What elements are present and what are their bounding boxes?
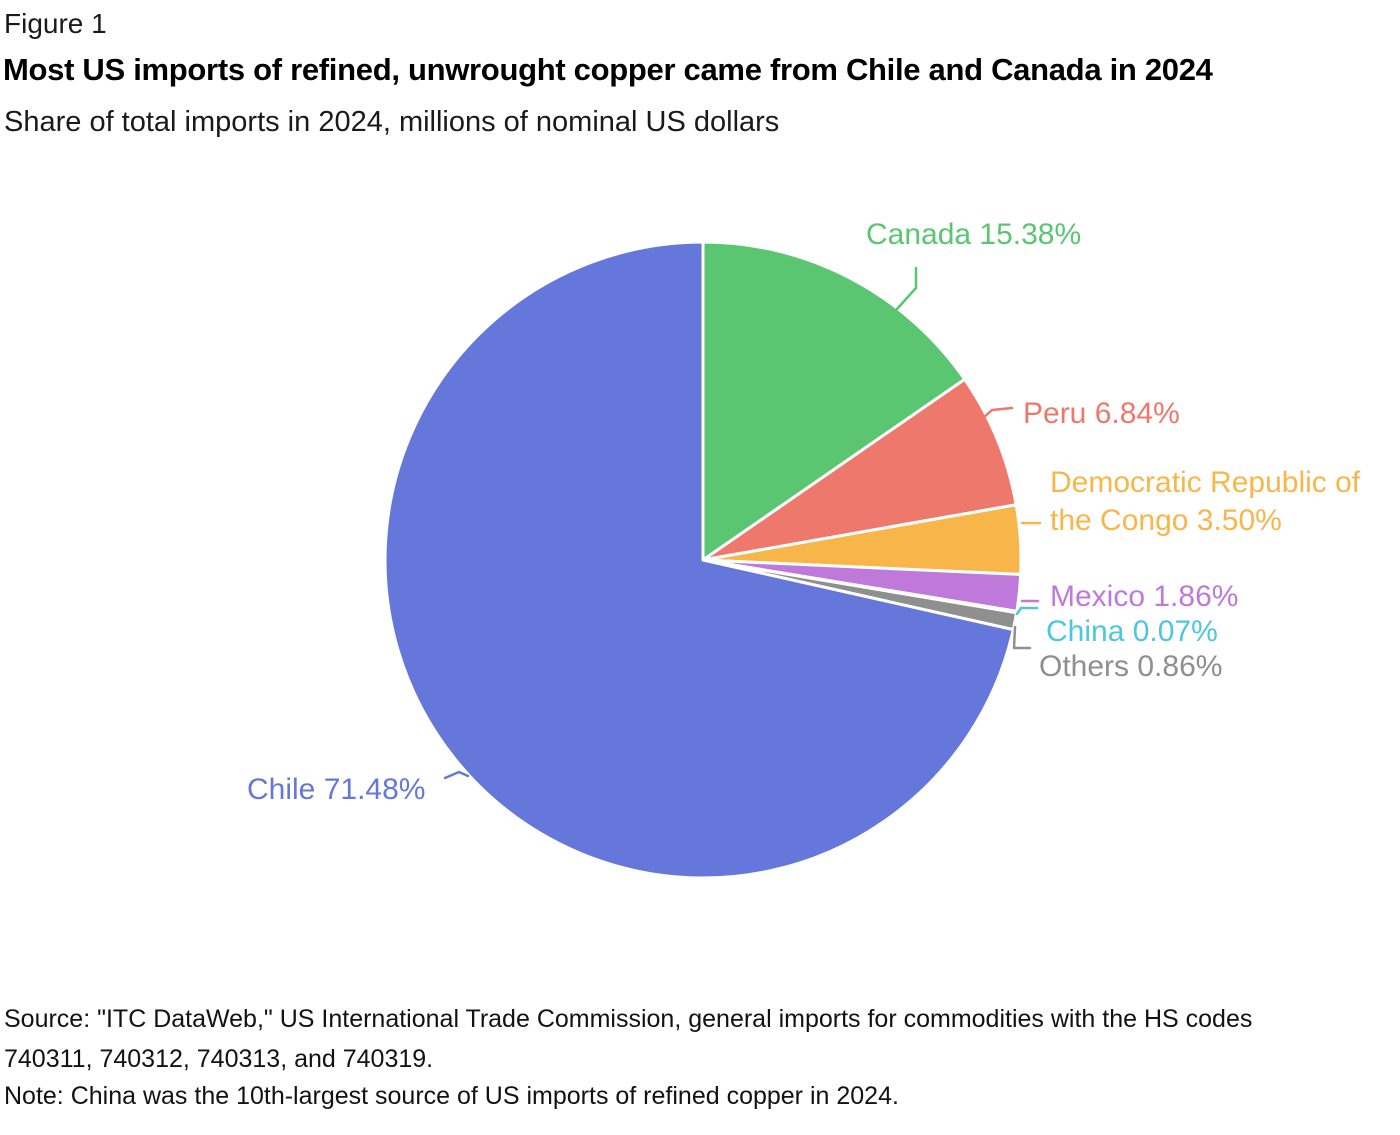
figure-footer: Source: "ITC DataWeb," US International … [4, 999, 1354, 1116]
slice-label-peru: Peru 6.84% [1023, 397, 1180, 430]
pie-slice-canada [701, 240, 967, 562]
slice-label-democratic-republic-of-the-congo: Democratic Republic of the Congo 3.50% [1050, 466, 1361, 537]
pie-slice-chile [383, 240, 1015, 880]
slice-label-others: Others 0.86% [1039, 650, 1223, 683]
slice-label-chile: Chile 71.48% [247, 773, 426, 806]
slice-label-china: China 0.07% [1046, 615, 1218, 648]
figure-subtitle: Share of total imports in 2024, millions… [4, 106, 780, 138]
slice-label-mexico: Mexico 1.86% [1050, 580, 1239, 613]
figure-title: Most US imports of refined, unwrought co… [3, 52, 1213, 87]
leader-line-others [1012, 625, 1032, 650]
source-text: Source: "ITC DataWeb," US International … [4, 1005, 1253, 1073]
figure-eyebrow: Figure 1 [4, 8, 107, 39]
leader-line-peru [979, 406, 1014, 422]
leader-line-chile [443, 770, 470, 780]
leader-line-canada [895, 266, 918, 311]
slice-label-canada: Canada 15.38% [866, 218, 1082, 251]
pie-slice-peru [701, 377, 1018, 562]
leader-line-china [1015, 606, 1039, 616]
note-text: Note: China was the 10th-largest source … [4, 1082, 899, 1110]
